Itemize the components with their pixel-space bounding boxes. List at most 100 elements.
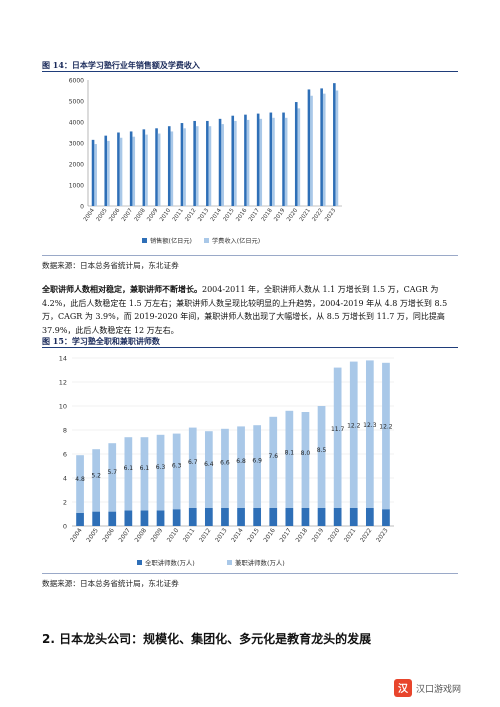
legend-label: 销售额(亿日元): [150, 237, 192, 245]
y-tick-label: 2: [63, 499, 67, 507]
x-tick-label: 2005: [96, 207, 109, 222]
bar-part-time: [253, 425, 262, 508]
x-tick-label: 2013: [214, 527, 229, 544]
x-tick-label: 2019: [273, 207, 286, 222]
bar-sales: [167, 126, 171, 206]
paragraph-body: 2004-2011 年，全职讲师人数从 1.1 万增长到 1.5 万，CAGR …: [42, 285, 448, 335]
bar-part-time: [204, 431, 213, 508]
legend-swatch: [204, 238, 209, 243]
bar-full-time: [124, 510, 133, 526]
data-label-part-time: 4.8: [75, 476, 85, 483]
bar-part-time: [172, 433, 181, 510]
logo-mark-icon: [394, 679, 412, 697]
bar-full-time: [301, 508, 310, 526]
y-tick-label: 14: [59, 355, 67, 363]
data-label-part-time: 12.2: [379, 424, 393, 431]
x-tick-label: 2022: [311, 208, 324, 223]
bar-tuition: [310, 95, 313, 206]
y-tick-label: 3000: [69, 141, 84, 148]
bar-part-time: [188, 427, 197, 508]
bar-part-time: [285, 410, 294, 508]
x-tick-label: 2007: [121, 207, 134, 222]
bar-sales: [91, 139, 95, 206]
x-tick-label: 2020: [327, 527, 342, 544]
bar-sales: [231, 115, 235, 206]
y-tick-label: 1000: [69, 183, 84, 190]
x-tick-label: 2016: [262, 527, 277, 544]
bar-full-time: [140, 510, 149, 526]
bar-part-time: [140, 437, 149, 511]
bar-full-time: [285, 508, 294, 526]
bar-sales: [294, 102, 298, 206]
x-tick-label: 2010: [166, 527, 181, 544]
bar-part-time: [333, 367, 342, 508]
bar-sales: [180, 123, 184, 206]
y-tick-label: 5000: [69, 99, 84, 106]
bar-full-time: [204, 508, 213, 526]
paragraph-lead: 全职讲师人数相对稳定，兼职讲师不断增长。: [42, 284, 202, 294]
x-tick-label: 2007: [117, 527, 132, 544]
data-label-part-time: 12.3: [363, 422, 377, 429]
x-tick-label: 2017: [248, 207, 261, 222]
bar-full-time: [221, 508, 229, 526]
bar-tuition: [157, 133, 161, 206]
y-tick-label: 4000: [69, 120, 84, 127]
x-tick-label: 2008: [134, 207, 147, 222]
bar-part-time: [92, 449, 101, 512]
bar-tuition: [297, 108, 301, 206]
bar-tuition: [170, 131, 174, 206]
x-tick-label: 2023: [324, 207, 337, 222]
x-tick-label: 2021: [343, 527, 358, 544]
x-tick-label: 2016: [235, 207, 248, 222]
y-tick-label: 12: [59, 379, 67, 387]
bar-sales: [307, 89, 311, 206]
data-label-part-time: 12.2: [347, 422, 361, 429]
bar-tuition: [132, 136, 136, 206]
data-label-part-time: 6.4: [204, 461, 214, 468]
chart-instructors: 0 2 4 6 8 10 12 14 4.8 2004 5.2 2005 5.7 2006 6.1 2007 6…: [59, 355, 394, 567]
bar-tuition: [246, 119, 250, 206]
figure-15-source: 数据来源：日本总务省统计局，东北证券: [42, 579, 179, 588]
bar-sales: [104, 135, 108, 206]
bar-full-time: [92, 511, 101, 526]
x-tick-label: 2004: [83, 207, 96, 222]
bar-part-time: [365, 360, 374, 508]
bar-full-time: [253, 508, 262, 526]
legend-swatch: [227, 560, 232, 565]
bar-full-time: [365, 508, 374, 526]
body-paragraph: 全职讲师人数相对稳定，兼职讲师不断增长。2004-2011 年，全职讲师人数从 …: [42, 283, 460, 337]
x-tick-label: 2011: [172, 207, 185, 222]
bar-part-time: [349, 361, 358, 508]
bar-tuition: [208, 126, 212, 206]
x-tick-label: 2005: [85, 527, 100, 544]
bar-tuition: [145, 134, 148, 206]
bar-part-time: [301, 412, 310, 508]
bar-part-time: [237, 426, 245, 508]
bar-tuition: [259, 118, 263, 206]
data-label-part-time: 6.1: [140, 465, 150, 472]
figure-15-top-rule: [42, 347, 458, 348]
logo-text: 汉口游戏网: [416, 683, 461, 695]
x-tick-label: 2013: [197, 207, 210, 222]
x-tick-label: 2009: [146, 207, 159, 222]
y-tick-label: 0: [80, 204, 84, 211]
legend-swatch: [142, 238, 147, 243]
x-tick-label: 2022: [359, 527, 374, 544]
bar-sales: [155, 128, 158, 206]
x-tick-label: 2019: [311, 527, 326, 544]
bar-sales: [256, 113, 260, 206]
data-label-part-time: 8.5: [317, 447, 327, 454]
bar-full-time: [188, 508, 197, 526]
bar-full-time: [349, 508, 358, 526]
data-label-part-time: 5.7: [107, 469, 117, 476]
bar-tuition: [284, 117, 288, 206]
data-label-part-time: 6.7: [188, 459, 198, 466]
bar-tuition: [94, 144, 97, 206]
data-label-part-time: 5.2: [91, 472, 101, 479]
bar-part-time: [124, 437, 133, 511]
data-label-part-time: 8.0: [301, 450, 311, 457]
data-label-part-time: 7.6: [268, 453, 278, 460]
bar-part-time: [108, 443, 117, 512]
bar-tuition: [119, 137, 123, 206]
